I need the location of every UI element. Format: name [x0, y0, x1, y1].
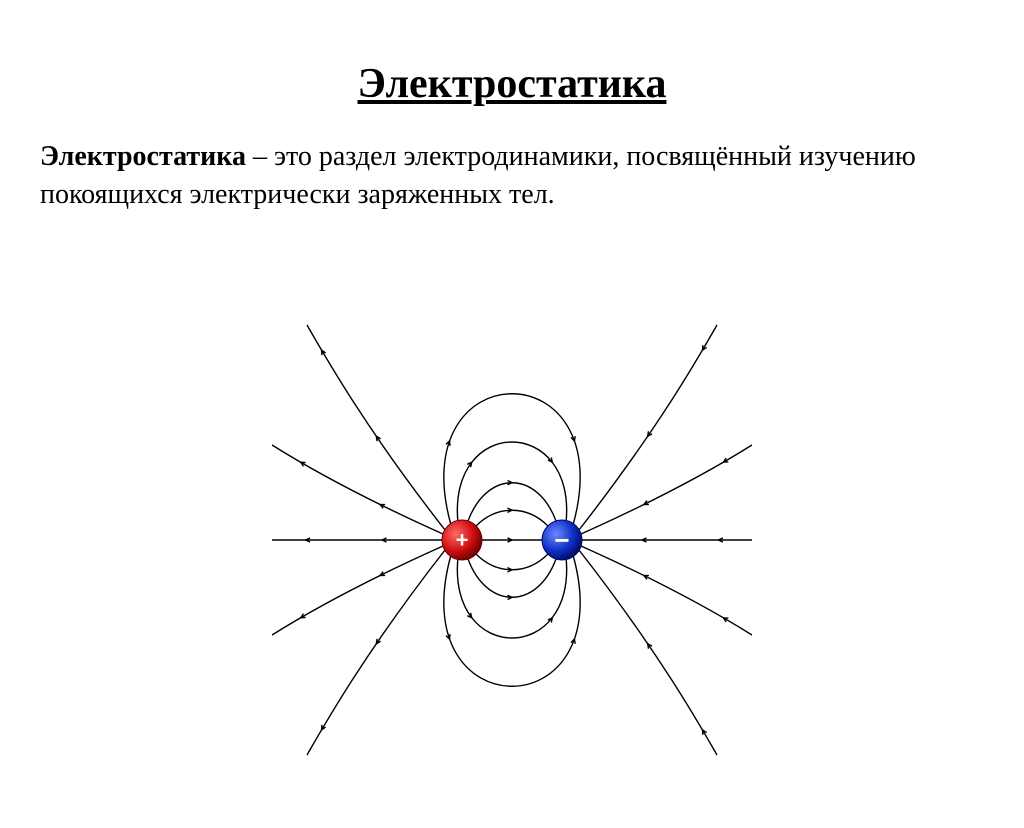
- field-line: [579, 325, 717, 530]
- charge-label: +: [456, 528, 469, 553]
- field-line: [272, 445, 443, 534]
- field-line: [307, 325, 445, 530]
- field-line: [468, 559, 556, 597]
- page-title: Электростатика: [0, 60, 1024, 108]
- field-line: [476, 554, 548, 570]
- field-line: [272, 546, 443, 635]
- definition-term: Электростатика: [40, 141, 246, 172]
- charge-label: −: [554, 525, 569, 555]
- field-line: [444, 394, 580, 525]
- field-lines-svg: +−: [272, 320, 752, 760]
- dipole-field-diagram: +−: [272, 320, 752, 760]
- field-line: [307, 550, 445, 755]
- field-line: [444, 555, 580, 686]
- field-line: [468, 483, 556, 521]
- field-line: [476, 510, 548, 526]
- definition-paragraph: Электростатика – это раздел электродинам…: [40, 138, 969, 214]
- field-lines-group: [272, 325, 752, 755]
- field-line: [579, 550, 717, 755]
